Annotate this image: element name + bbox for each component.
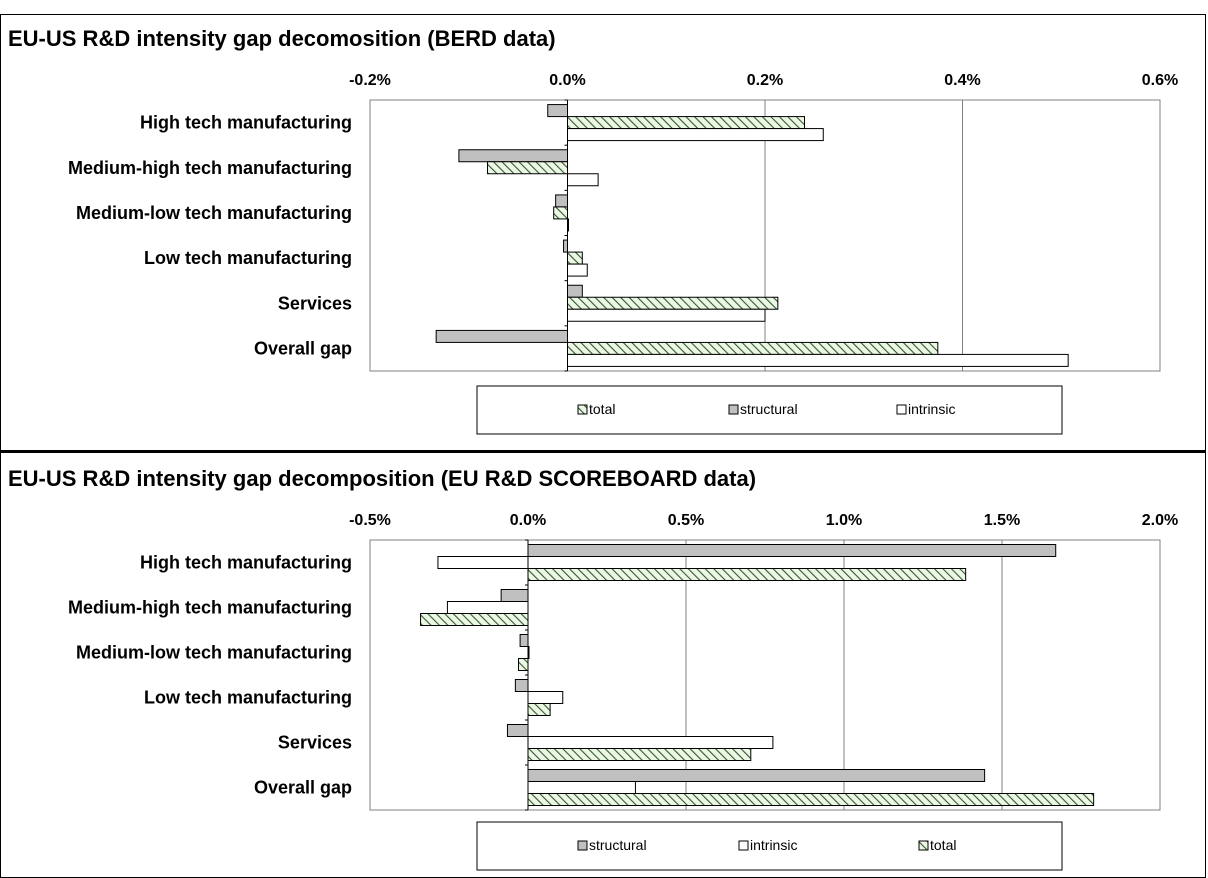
chart-1: EU-US R&D intensity gap decomosition (BE… xyxy=(8,26,1178,435)
bar-structural xyxy=(527,769,986,782)
bar-total xyxy=(567,116,805,130)
category-label: Medium-high tech manufacturing xyxy=(68,158,352,178)
category-label: Medium-low tech manufacturing xyxy=(76,203,352,223)
legend-label-structural: structural xyxy=(740,401,798,417)
category-label: Overall gap xyxy=(254,778,352,798)
chart-2: EU-US R&D intensity gap decomposition (E… xyxy=(8,466,1178,871)
x-tick-label: 1.5% xyxy=(984,512,1020,529)
x-tick-label: 0.6% xyxy=(1142,72,1178,89)
bar-intrinsic xyxy=(527,736,774,749)
legend-box xyxy=(476,821,1063,871)
x-tick-label: -0.2% xyxy=(349,72,391,89)
legend-swatch-intrinsic xyxy=(896,404,907,415)
bar-structural xyxy=(527,544,1057,557)
bar-structural xyxy=(547,104,568,118)
chart-title: EU-US R&D intensity gap decomosition (BE… xyxy=(8,26,556,51)
bar-total xyxy=(420,613,529,626)
plot-area xyxy=(369,539,1161,811)
bar-structural xyxy=(563,239,568,253)
x-tick-label: 2.0% xyxy=(1142,512,1178,529)
bar-intrinsic xyxy=(567,353,1069,367)
bar-total xyxy=(527,793,1095,806)
bar-total xyxy=(553,206,568,220)
legend-label-total: total xyxy=(930,837,956,853)
chart-title: EU-US R&D intensity gap decomposition (E… xyxy=(8,466,756,491)
bar-intrinsic xyxy=(527,691,564,704)
x-tick-label: 0.4% xyxy=(944,72,980,89)
bar-structural xyxy=(567,284,583,298)
bar-intrinsic xyxy=(567,173,599,187)
legend-swatch-total xyxy=(918,840,929,851)
legend-label-intrinsic: intrinsic xyxy=(908,401,955,417)
category-label: Low tech manufacturing xyxy=(144,688,352,708)
category-label: Low tech manufacturing xyxy=(144,248,352,268)
bar-intrinsic xyxy=(567,128,824,142)
bar-total xyxy=(527,748,752,761)
legend-label-total: total xyxy=(589,401,615,417)
bar-intrinsic xyxy=(527,646,530,659)
category-label: High tech manufacturing xyxy=(140,113,352,133)
legend-swatch-structural xyxy=(728,404,739,415)
bar-structural xyxy=(435,329,568,343)
x-tick-label: 0.0% xyxy=(549,72,585,89)
legend: total structural intrinsic xyxy=(476,385,1063,435)
legend-label-intrinsic: intrinsic xyxy=(750,837,797,853)
bar-total xyxy=(518,658,529,671)
bar-structural xyxy=(519,634,529,647)
bar-intrinsic xyxy=(527,781,636,794)
category-label: Services xyxy=(278,733,352,753)
x-tick-label: 1.0% xyxy=(826,512,862,529)
bar-intrinsic xyxy=(567,218,569,232)
x-tick-label: -0.5% xyxy=(349,512,391,529)
category-label: Services xyxy=(278,293,352,313)
category-label: High tech manufacturing xyxy=(140,553,352,573)
bar-total xyxy=(487,161,569,175)
legend-box xyxy=(476,385,1063,435)
bar-intrinsic xyxy=(437,556,529,569)
bar-structural xyxy=(514,679,529,692)
x-tick-label: 0.5% xyxy=(668,512,704,529)
legend-swatch-total xyxy=(577,404,588,415)
legend-swatch-structural xyxy=(577,840,588,851)
bar-total xyxy=(567,296,779,310)
legend-label-structural: structural xyxy=(589,837,647,853)
bar-intrinsic xyxy=(567,308,766,322)
bar-total xyxy=(567,251,583,265)
bar-intrinsic xyxy=(446,601,529,614)
bar-total xyxy=(527,568,967,581)
bar-structural xyxy=(500,589,529,602)
legend: structural intrinsic total xyxy=(476,821,1063,871)
x-tick-label: 0.2% xyxy=(747,72,783,89)
bar-structural xyxy=(506,724,529,737)
legend-swatch-intrinsic xyxy=(738,840,749,851)
bar-total xyxy=(567,341,939,355)
category-label: Overall gap xyxy=(254,338,352,358)
x-tick-label: 0.0% xyxy=(510,512,546,529)
category-label: Medium-low tech manufacturing xyxy=(76,643,352,663)
bar-intrinsic xyxy=(567,263,588,277)
category-label: Medium-high tech manufacturing xyxy=(68,598,352,618)
bar-total xyxy=(527,703,551,716)
bar-structural xyxy=(555,194,569,208)
bar-structural xyxy=(458,149,568,163)
